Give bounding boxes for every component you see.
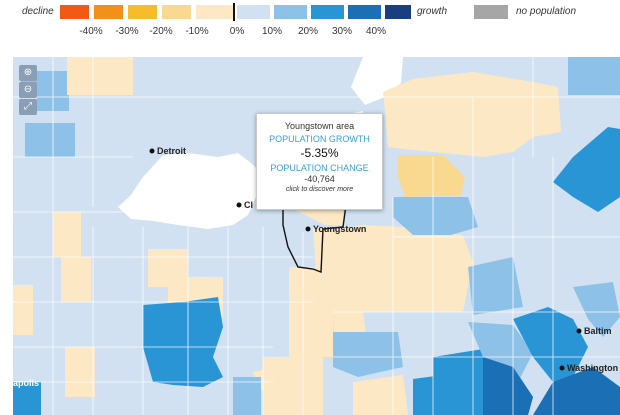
legend-swatch-growth-30 bbox=[311, 5, 344, 19]
county bbox=[483, 357, 533, 415]
tooltip-growth-heading: POPULATION GROWTH bbox=[269, 134, 370, 144]
city-label-indianapolis: apolis bbox=[13, 378, 39, 388]
legend-swatch-decline-30 bbox=[94, 5, 123, 19]
legend-swatch-growth-40 bbox=[348, 5, 381, 19]
city-marker-detroit bbox=[149, 148, 155, 154]
city-label-youngstown: Youngstown bbox=[313, 224, 366, 234]
legend-swatch-growth-max bbox=[385, 5, 411, 19]
city-label-detroit: Detroit bbox=[157, 146, 186, 156]
tooltip-change-value: -40,764 bbox=[304, 174, 335, 184]
legend-tick: -10% bbox=[185, 26, 209, 37]
county bbox=[553, 127, 620, 212]
county bbox=[13, 285, 33, 335]
legend-swatch-decline-0 bbox=[196, 5, 233, 19]
county bbox=[413, 375, 448, 415]
zoom-in-icon: ⊕ bbox=[23, 67, 33, 78]
county-borders bbox=[13, 57, 620, 415]
county bbox=[568, 57, 620, 95]
county-map[interactable]: Detroit Cl Youngstown Baltim Washington … bbox=[13, 57, 620, 415]
county bbox=[61, 257, 91, 302]
county bbox=[393, 197, 478, 235]
legend-tick: -40% bbox=[79, 26, 103, 37]
legend-tick: 0% bbox=[229, 26, 245, 37]
city-marker-cleveland bbox=[236, 202, 242, 208]
tooltip-change-heading: POPULATION CHANGE bbox=[270, 163, 369, 173]
tooltip-discover-link[interactable]: click to discover more bbox=[285, 186, 354, 193]
legend-tick: -20% bbox=[149, 26, 173, 37]
county bbox=[333, 332, 403, 377]
county bbox=[53, 212, 81, 257]
lake-ontario bbox=[351, 57, 403, 105]
county bbox=[533, 367, 620, 415]
area-tooltip: Youngstown area POPULATION GROWTH -5.35%… bbox=[256, 113, 383, 210]
county bbox=[573, 282, 620, 337]
tooltip-area-name: Youngstown area bbox=[284, 121, 355, 131]
city-marker-youngstown bbox=[305, 226, 311, 232]
legend-swatch-no-population bbox=[474, 5, 508, 19]
legend-swatch-decline-20 bbox=[128, 5, 157, 19]
fullscreen-button[interactable]: ⤢ bbox=[19, 99, 37, 115]
county bbox=[65, 347, 95, 397]
city-marker-baltimore bbox=[576, 328, 582, 334]
county-erie-darker bbox=[398, 155, 465, 197]
legend-zero-divider bbox=[233, 3, 235, 21]
county bbox=[289, 267, 333, 357]
legend-tick: -30% bbox=[115, 26, 139, 37]
county bbox=[468, 257, 523, 315]
legend-swatch-decline-10 bbox=[162, 5, 191, 19]
county bbox=[468, 322, 533, 382]
city-marker-washington bbox=[559, 365, 565, 371]
map-canvas[interactable]: Detroit Cl Youngstown Baltim Washington … bbox=[13, 57, 620, 415]
legend-tick: 30% bbox=[331, 26, 352, 37]
zoom-out-button[interactable]: ⊖ bbox=[19, 82, 37, 98]
zoom-out-icon: ⊖ bbox=[23, 84, 33, 95]
legend-tick: 20% bbox=[297, 26, 318, 37]
legend: decline growth no population -40% -30% -… bbox=[0, 0, 620, 50]
legend-decline-label: decline bbox=[22, 6, 54, 17]
zoom-in-button[interactable]: ⊕ bbox=[19, 65, 37, 81]
city-label-baltimore: Baltim bbox=[584, 326, 612, 336]
county bbox=[143, 297, 223, 387]
county bbox=[13, 382, 41, 415]
county bbox=[263, 357, 323, 415]
county bbox=[233, 377, 261, 415]
county bbox=[353, 375, 408, 415]
county bbox=[67, 57, 133, 95]
county bbox=[25, 123, 75, 157]
legend-swatch-growth-20 bbox=[274, 5, 307, 19]
lake-erie bbox=[118, 153, 263, 229]
legend-no-population-label: no population bbox=[516, 6, 577, 17]
city-label-washington: Washington bbox=[567, 363, 618, 373]
legend-tick: 40% bbox=[365, 26, 386, 37]
legend-growth-label: growth bbox=[417, 6, 448, 17]
legend-tick: 10% bbox=[261, 26, 282, 37]
legend-swatch-growth-10 bbox=[237, 5, 270, 19]
legend-swatch-decline-40 bbox=[60, 5, 89, 19]
tooltip-growth-value: -5.35% bbox=[300, 146, 339, 160]
county-pa-ny bbox=[383, 72, 561, 157]
county bbox=[513, 307, 588, 382]
city-label-cleveland: Cl bbox=[244, 200, 253, 210]
fullscreen-icon: ⤢ bbox=[24, 101, 32, 112]
